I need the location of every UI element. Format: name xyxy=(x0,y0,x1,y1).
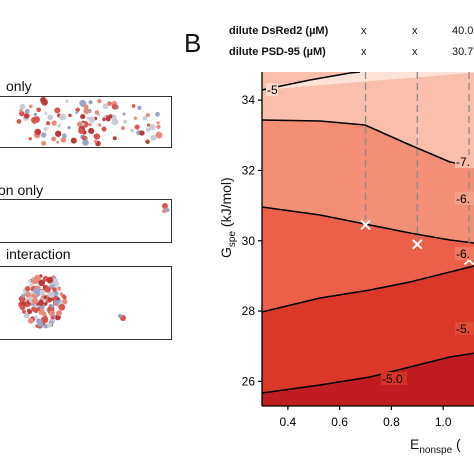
y-tick-label: 32 xyxy=(242,163,256,177)
y-tick-label: 30 xyxy=(242,234,256,248)
y-axis-title-main: G xyxy=(218,247,234,258)
x-tick-label: 0.8 xyxy=(383,415,400,429)
contour-band-2 xyxy=(262,72,474,167)
table-cell-1-3: 40.0 xyxy=(452,25,474,37)
table-cell-2-3: 30.7 xyxy=(452,46,474,58)
y-tick-label: 26 xyxy=(242,374,256,388)
y-axis-title: Gspe (kJ/mol) xyxy=(218,177,238,258)
contour-label-4: -6. xyxy=(456,247,470,261)
particle-cluster-2 xyxy=(162,203,170,213)
contour-label-1: -5 xyxy=(267,83,278,97)
contour-line-1 xyxy=(262,72,361,91)
particle-droplet-3 xyxy=(18,274,126,329)
particle-cloud-1 xyxy=(16,96,163,147)
x-tick-label: 1.0 xyxy=(435,415,452,429)
table-row-label-1: dilute DsRed2 (µM) xyxy=(229,25,329,37)
sim-label-2: on only xyxy=(0,182,44,198)
x-axis-title-tail: ( xyxy=(456,436,461,452)
marker-x-1 xyxy=(360,219,371,231)
table-cell-2-2: x xyxy=(412,46,418,58)
x-tick-label: 0.6 xyxy=(331,415,348,429)
contour-band-1 xyxy=(262,72,474,90)
table-row-label-2: dilute PSD-95 (µM) xyxy=(229,46,326,58)
panel-letter: B xyxy=(184,28,202,58)
contour-label-2: -7. xyxy=(456,155,470,169)
y-tick-label: 28 xyxy=(242,304,256,318)
x-axis-title-sub: nonspe xyxy=(419,444,453,456)
y-axis-title-tail: (kJ/mol) xyxy=(218,177,234,228)
contour-label-5: -5. xyxy=(456,322,470,336)
contour-label-3: -6. xyxy=(456,192,470,206)
sim-label-3: interaction xyxy=(6,246,71,262)
x-axis-title-main: E xyxy=(410,436,420,452)
sim-box-2 xyxy=(0,199,172,243)
sim-box-3 xyxy=(0,266,172,340)
contour-line-3 xyxy=(262,206,474,244)
x-axis-title: Enonspe ( xyxy=(410,436,461,456)
contour-label-6: -5.0 xyxy=(382,372,403,386)
y-tick-label: 34 xyxy=(242,93,256,107)
y-axis-title-sub: spe xyxy=(226,230,238,248)
sim-label-1: only xyxy=(6,78,32,94)
x-tick-label: 0.4 xyxy=(280,415,297,429)
marker-x-2 xyxy=(412,239,423,250)
table-cell-1-1: x xyxy=(361,25,367,37)
table-cell-1-2: x xyxy=(412,25,418,37)
contour-line-4 xyxy=(262,265,474,313)
table-cell-2-1: x xyxy=(361,46,367,58)
sim-box-1 xyxy=(0,96,172,148)
